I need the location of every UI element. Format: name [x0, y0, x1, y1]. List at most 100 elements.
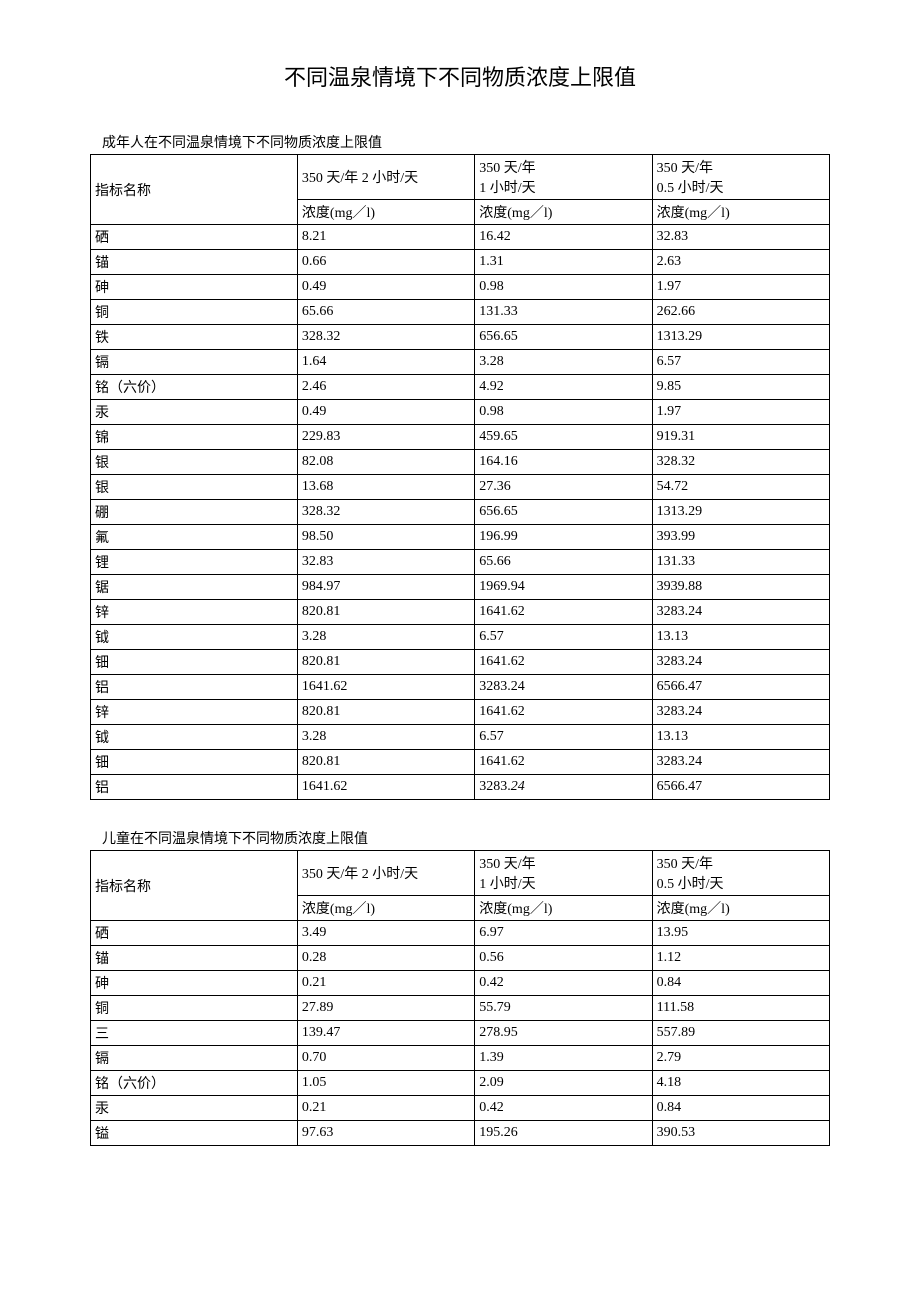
cell-c3: 262.66	[652, 300, 829, 325]
table-row: 砷0.210.420.84	[91, 971, 830, 996]
cell-name: 银	[91, 450, 298, 475]
table2-subheader-c2: 浓度(mg／l)	[475, 896, 652, 921]
table-row: 铁328.32656.651313.29	[91, 325, 830, 350]
table1-header-c1: 350 天/年 2 小时/天	[297, 155, 474, 200]
table-row: 锚0.280.561.12	[91, 946, 830, 971]
cell-c1: 0.21	[297, 971, 474, 996]
cell-c1: 3.28	[297, 725, 474, 750]
table-row: 砷0.490.981.97	[91, 275, 830, 300]
cell-c2: 131.33	[475, 300, 652, 325]
table2-caption: 儿童在不同温泉情境下不同物质浓度上限值	[90, 828, 830, 848]
cell-name: 锌	[91, 600, 298, 625]
cell-c3: 9.85	[652, 375, 829, 400]
table-row: 银82.08164.16328.32	[91, 450, 830, 475]
table1-header-row1: 指标名称 350 天/年 2 小时/天 350 天/年 1 小时/天 350 天…	[91, 155, 830, 200]
table2: 指标名称 350 天/年 2 小时/天 350 天/年 1 小时/天 350 天…	[90, 850, 830, 1146]
cell-c1: 97.63	[297, 1121, 474, 1146]
cell-c1: 2.46	[297, 375, 474, 400]
table2-header-c3: 350 天/年 0.5 小时/天	[652, 851, 829, 896]
cell-c2: 1969.94	[475, 575, 652, 600]
cell-c2: 1.31	[475, 250, 652, 275]
cell-name: 铜	[91, 996, 298, 1021]
cell-c1: 3.28	[297, 625, 474, 650]
cell-c2: 2.09	[475, 1071, 652, 1096]
cell-c1: 229.83	[297, 425, 474, 450]
cell-c1: 27.89	[297, 996, 474, 1021]
cell-c2: 4.92	[475, 375, 652, 400]
table-row: 铜27.8955.79111.58	[91, 996, 830, 1021]
table1-header-c3-line1: 350 天/年	[657, 161, 713, 176]
cell-c3: 111.58	[652, 996, 829, 1021]
table2-subheader-c3: 浓度(mg／l)	[652, 896, 829, 921]
cell-c2: 459.65	[475, 425, 652, 450]
table1-header-c3-line2: 0.5 小时/天	[657, 181, 724, 196]
cell-c2: 6.57	[475, 725, 652, 750]
table-row: 钿820.811641.623283.24	[91, 650, 830, 675]
cell-name: 钿	[91, 650, 298, 675]
cell-c3: 1313.29	[652, 325, 829, 350]
table-row: 铭（六价）2.464.929.85	[91, 375, 830, 400]
cell-c1: 32.83	[297, 550, 474, 575]
cell-c2: 0.42	[475, 1096, 652, 1121]
cell-c3: 0.84	[652, 1096, 829, 1121]
cell-name: 镉	[91, 350, 298, 375]
cell-c1: 139.47	[297, 1021, 474, 1046]
table1-caption: 成年人在不同温泉情境下不同物质浓度上限值	[90, 132, 830, 152]
cell-c2: 3.28	[475, 350, 652, 375]
cell-c2: 3283.24	[475, 675, 652, 700]
cell-c2: 1641.62	[475, 650, 652, 675]
table2-header-row1: 指标名称 350 天/年 2 小时/天 350 天/年 1 小时/天 350 天…	[91, 851, 830, 896]
table1-header-c2-line2: 1 小时/天	[479, 181, 535, 196]
cell-c2: 278.95	[475, 1021, 652, 1046]
cell-name: 砷	[91, 275, 298, 300]
cell-c3: 4.18	[652, 1071, 829, 1096]
cell-c2: 6.97	[475, 921, 652, 946]
cell-c3: 390.53	[652, 1121, 829, 1146]
cell-c2: 196.99	[475, 525, 652, 550]
table-row: 锯984.971969.943939.88	[91, 575, 830, 600]
cell-name: 钺	[91, 625, 298, 650]
table2-header-name: 指标名称	[91, 851, 298, 921]
table1-header-c2: 350 天/年 1 小时/天	[475, 155, 652, 200]
cell-c3: 3939.88	[652, 575, 829, 600]
cell-name: 锦	[91, 425, 298, 450]
cell-c3: 6566.47	[652, 775, 829, 800]
cell-name: 三	[91, 1021, 298, 1046]
cell-name: 铭（六价）	[91, 375, 298, 400]
cell-c2: 1641.62	[475, 700, 652, 725]
cell-c1: 1.05	[297, 1071, 474, 1096]
cell-c3: 2.63	[652, 250, 829, 275]
cell-c1: 1641.62	[297, 775, 474, 800]
cell-c3: 6566.47	[652, 675, 829, 700]
table-row: 铝1641.623283.246566.47	[91, 775, 830, 800]
table2-header-c2-line2: 1 小时/天	[479, 877, 535, 892]
page-title: 不同温泉情境下不同物质浓度上限值	[90, 60, 830, 92]
cell-name: 锚	[91, 250, 298, 275]
cell-name: 铁	[91, 325, 298, 350]
cell-c3: 1.12	[652, 946, 829, 971]
cell-name: 硒	[91, 921, 298, 946]
cell-c1: 328.32	[297, 325, 474, 350]
cell-c3: 131.33	[652, 550, 829, 575]
table-row: 锂32.8365.66131.33	[91, 550, 830, 575]
table2-header-c3-line1: 350 天/年	[657, 857, 713, 872]
cell-c3: 3283.24	[652, 750, 829, 775]
cell-c3: 54.72	[652, 475, 829, 500]
table-row: 钿820.811641.623283.24	[91, 750, 830, 775]
table2-subheader-c1: 浓度(mg／l)	[297, 896, 474, 921]
cell-c2: 656.65	[475, 325, 652, 350]
cell-c3: 1313.29	[652, 500, 829, 525]
cell-c1: 65.66	[297, 300, 474, 325]
cell-c1: 0.66	[297, 250, 474, 275]
cell-c3: 393.99	[652, 525, 829, 550]
cell-name: 汞	[91, 1096, 298, 1121]
cell-c1: 0.28	[297, 946, 474, 971]
cell-name: 铝	[91, 775, 298, 800]
cell-c3: 13.95	[652, 921, 829, 946]
table-row: 锌820.811641.623283.24	[91, 700, 830, 725]
cell-c2: 27.36	[475, 475, 652, 500]
cell-name: 钿	[91, 750, 298, 775]
cell-c1: 328.32	[297, 500, 474, 525]
cell-c2: 6.57	[475, 625, 652, 650]
cell-c1: 1641.62	[297, 675, 474, 700]
